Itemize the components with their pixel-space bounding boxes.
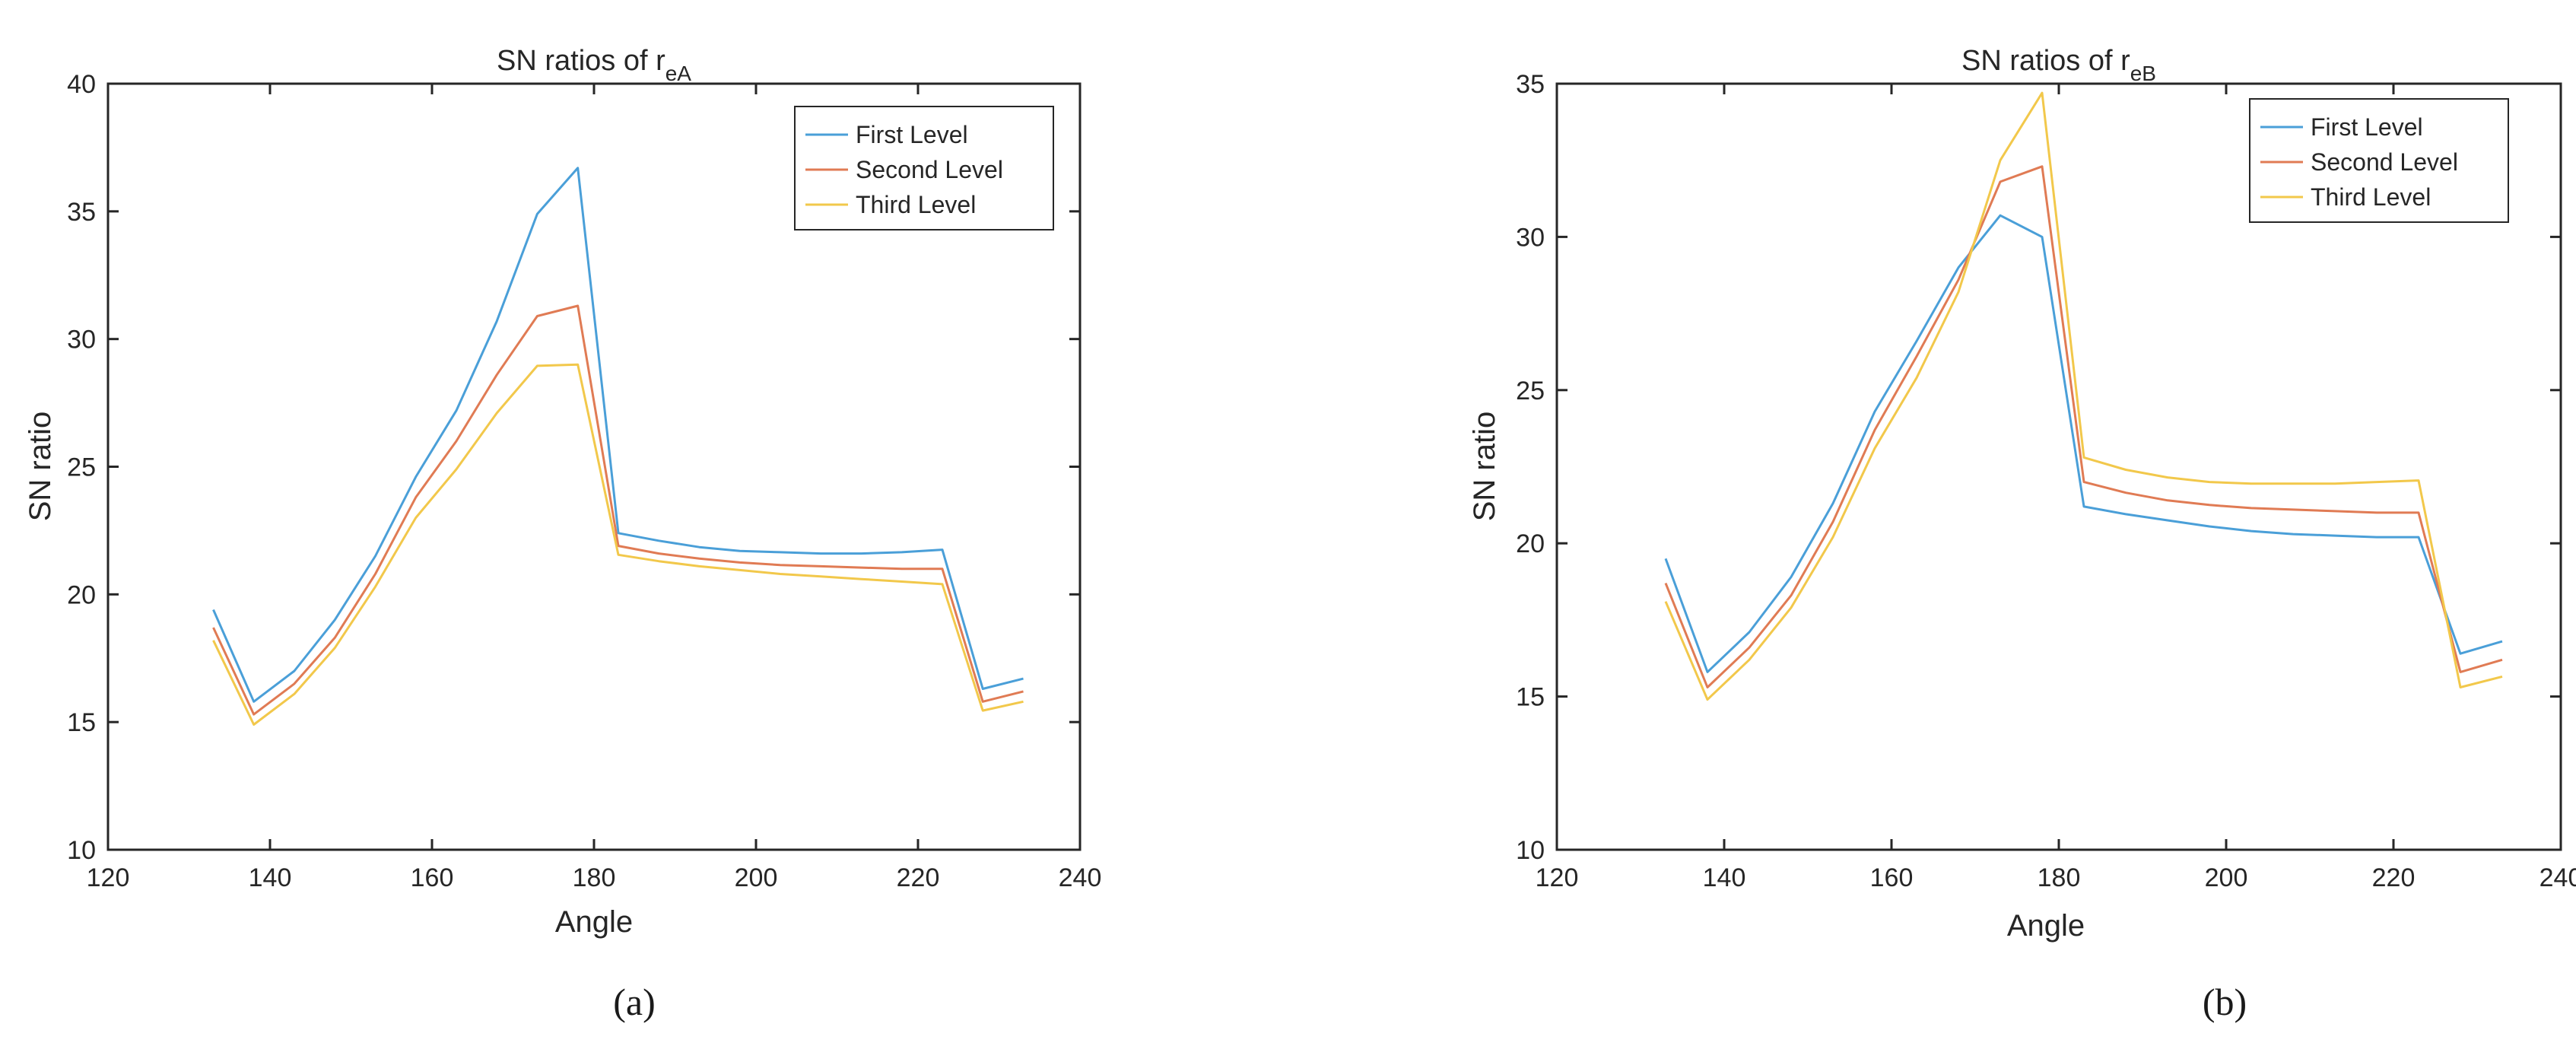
chart-a-xtick-label: 120 <box>87 863 130 892</box>
chart-b-xlabel: Angle <box>2007 909 2085 943</box>
chart-a-caption: (a) <box>613 981 656 1023</box>
chart-b-ytick-label: 35 <box>1516 70 1545 99</box>
chart-a-ytick-label: 35 <box>67 198 96 227</box>
chart-b-legend-box <box>2249 98 2509 223</box>
chart-a-lines <box>212 167 1024 726</box>
chart-b: 120 140 160 180 200 220 240 10 15 20 25 30 35 SN rat… <box>1468 45 2576 1023</box>
chart-a-xtick-label: 140 <box>249 863 292 892</box>
chart-a-xtick-label: 200 <box>735 863 778 892</box>
chart-b-legend-third-level: Third Level <box>2311 183 2431 211</box>
chart-a-series-third-level <box>212 363 1024 726</box>
chart-b-lines <box>1664 91 2503 701</box>
chart-b-ytick-label: 10 <box>1516 836 1545 865</box>
chart-a-legend: First Level Second Level Third Level <box>794 106 1054 231</box>
chart-a-ytick-label: 15 <box>67 708 96 737</box>
chart-b-ytick-label: 25 <box>1516 377 1545 405</box>
chart-a-title: SN ratios of reA <box>497 45 691 85</box>
chart-a-ytick-label: 10 <box>67 836 96 865</box>
chart-b-ticks: 120 140 160 180 200 220 240 10 15 20 25 30 35 <box>1516 70 2576 892</box>
chart-b-series-second-level <box>1664 165 2503 688</box>
chart-b-xtick-label: 200 <box>2205 863 2248 892</box>
chart-a-legend-first-level: First Level <box>856 121 968 148</box>
chart-b-plot-area: 120 140 160 180 200 220 240 10 15 20 25 30 35 <box>1516 70 2576 892</box>
chart-b-xtick-label: 220 <box>2372 863 2416 892</box>
chart-b-xtick-label: 240 <box>2539 863 2576 892</box>
chart-b-ylabel: SN ratio <box>1468 412 1501 522</box>
chart-b-ytick-label: 20 <box>1516 529 1545 558</box>
chart-a-ticks: 120 140 160 180 200 220 240 10 15 20 25 30 35 40 <box>67 70 1101 892</box>
chart-a-xtick-label: 180 <box>573 863 616 892</box>
chart-b-legend-second-level: Second Level <box>2311 148 2458 176</box>
chart-b-series-third-level <box>1664 91 2503 701</box>
chart-b-xtick-label: 140 <box>1703 863 1746 892</box>
chart-b-ytick-label: 15 <box>1516 683 1545 712</box>
chart-b-title: SN ratios of reB <box>1961 45 2156 85</box>
chart-b-xtick-label: 160 <box>1870 863 1914 892</box>
chart-b-xtick-label: 180 <box>2038 863 2081 892</box>
chart-a-xlabel: Angle <box>555 905 633 939</box>
chart-b-legend-first-level: First Level <box>2311 113 2423 141</box>
chart-b-caption: (b) <box>2203 981 2247 1023</box>
chart-a-series-second-level <box>212 304 1024 716</box>
chart-a-legend-box <box>794 106 1054 231</box>
chart-a-xtick-label: 220 <box>897 863 940 892</box>
chart-b-xtick-label: 120 <box>1536 863 1579 892</box>
chart-a-ytick-label: 40 <box>67 70 96 99</box>
chart-a-ytick-label: 20 <box>67 580 96 609</box>
chart-a-legend-second-level: Second Level <box>856 156 1003 183</box>
chart-a: 120 140 160 180 200 220 240 10 15 20 25 30 35 40 SN r… <box>24 45 1101 1023</box>
chart-a-ylabel: SN ratio <box>24 412 57 522</box>
chart-a-xtick-label: 240 <box>1059 863 1102 892</box>
chart-a-ytick-label: 30 <box>67 326 96 354</box>
chart-b-ytick-label: 30 <box>1516 223 1545 252</box>
chart-a-series-first-level <box>212 167 1024 703</box>
chart-a-xtick-label: 160 <box>411 863 454 892</box>
chart-b-series-first-level <box>1664 214 2503 673</box>
chart-a-legend-third-level: Third Level <box>856 191 976 218</box>
chart-b-legend: First Level Second Level Third Level <box>2249 98 2509 223</box>
chart-a-ytick-label: 25 <box>67 453 96 482</box>
